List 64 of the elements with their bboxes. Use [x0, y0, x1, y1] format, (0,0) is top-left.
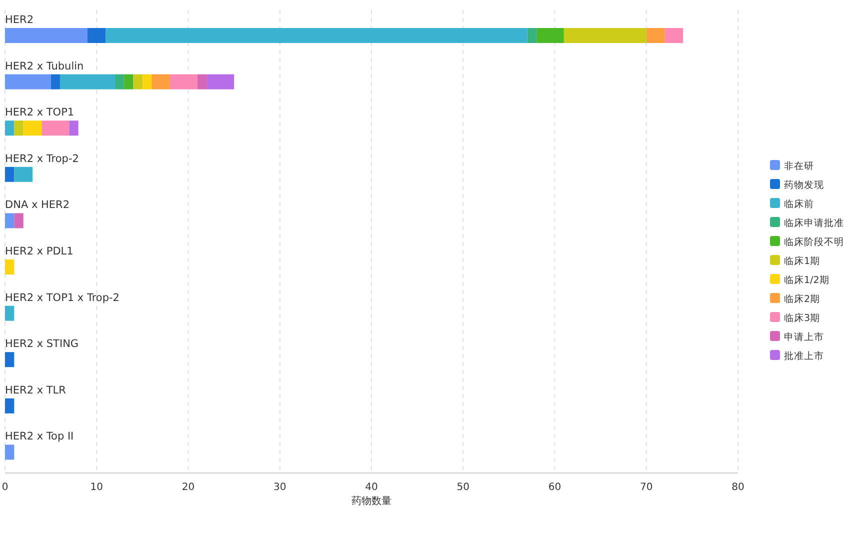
y-tick-label: DNA x HER2 [5, 199, 70, 212]
x-tick-label: 60 [548, 482, 562, 493]
bar [50, 74, 60, 90]
bar [152, 74, 170, 90]
bar [5, 213, 14, 228]
legend-label: 批准上市 [784, 350, 824, 362]
legend-label: 申请上市 [784, 331, 824, 343]
bar [42, 120, 70, 136]
x-axis-title: 药物数量 [352, 495, 392, 507]
y-tick-label: HER2 x TLR [5, 384, 66, 396]
x-tick-label: 10 [90, 482, 103, 493]
bar [5, 120, 14, 136]
bar [14, 213, 24, 228]
bar [536, 28, 564, 43]
bar [197, 74, 207, 90]
legend-label: 药物发现 [784, 179, 824, 191]
legend-label: 临床2期 [784, 293, 820, 305]
bar [564, 28, 646, 43]
legend-label: 临床申请批准 [784, 217, 844, 229]
y-tick-label: HER2 x Top II [5, 430, 74, 443]
bar [142, 74, 152, 90]
bar [5, 444, 14, 460]
y-tick-label: HER2 [5, 14, 34, 26]
bar [5, 28, 88, 43]
legend-label: 临床前 [784, 198, 814, 210]
bar [5, 306, 14, 321]
y-tick-label: HER2 x STING [5, 338, 79, 350]
bar [133, 74, 142, 90]
x-tick-label: 40 [365, 482, 378, 493]
bar [527, 28, 536, 43]
bar [69, 120, 78, 136]
y-tick-label: HER2 x Tubulin [5, 60, 84, 72]
bar [87, 28, 106, 43]
x-tick-label: 80 [732, 482, 744, 493]
bar [206, 74, 234, 90]
bar [646, 28, 665, 43]
legend-label: 非在研 [784, 160, 814, 172]
bar [5, 260, 14, 274]
bar [60, 74, 115, 90]
y-tick-label: HER2 x TOP1 x Trop-2 [5, 292, 120, 304]
bar [14, 120, 24, 136]
bar [170, 74, 198, 90]
y-tick-label: HER2 x TOP1 [5, 106, 74, 119]
x-tick-label: 50 [456, 482, 470, 493]
legend-label: 临床1/2期 [784, 274, 830, 286]
bar [106, 28, 528, 43]
bar [664, 28, 684, 43]
y-tick-label: HER2 x PDL1 [5, 246, 74, 258]
y-tick-label: HER2 x Trop-2 [5, 152, 79, 165]
legend-label: 临床1期 [784, 255, 820, 267]
x-tick-label: 0 [2, 482, 8, 493]
bar [124, 74, 134, 90]
bar [5, 166, 14, 182]
bar [5, 398, 14, 414]
bar [14, 166, 32, 182]
bar [5, 352, 14, 368]
x-tick-label: 30 [274, 482, 286, 493]
x-tick-label: 70 [640, 482, 653, 493]
x-tick-label: 20 [182, 482, 195, 493]
bar [23, 120, 42, 136]
bar [114, 74, 124, 90]
legend-label: 临床3期 [784, 312, 820, 324]
legend-label: 临床阶段不明 [784, 236, 844, 248]
bar [5, 74, 51, 90]
